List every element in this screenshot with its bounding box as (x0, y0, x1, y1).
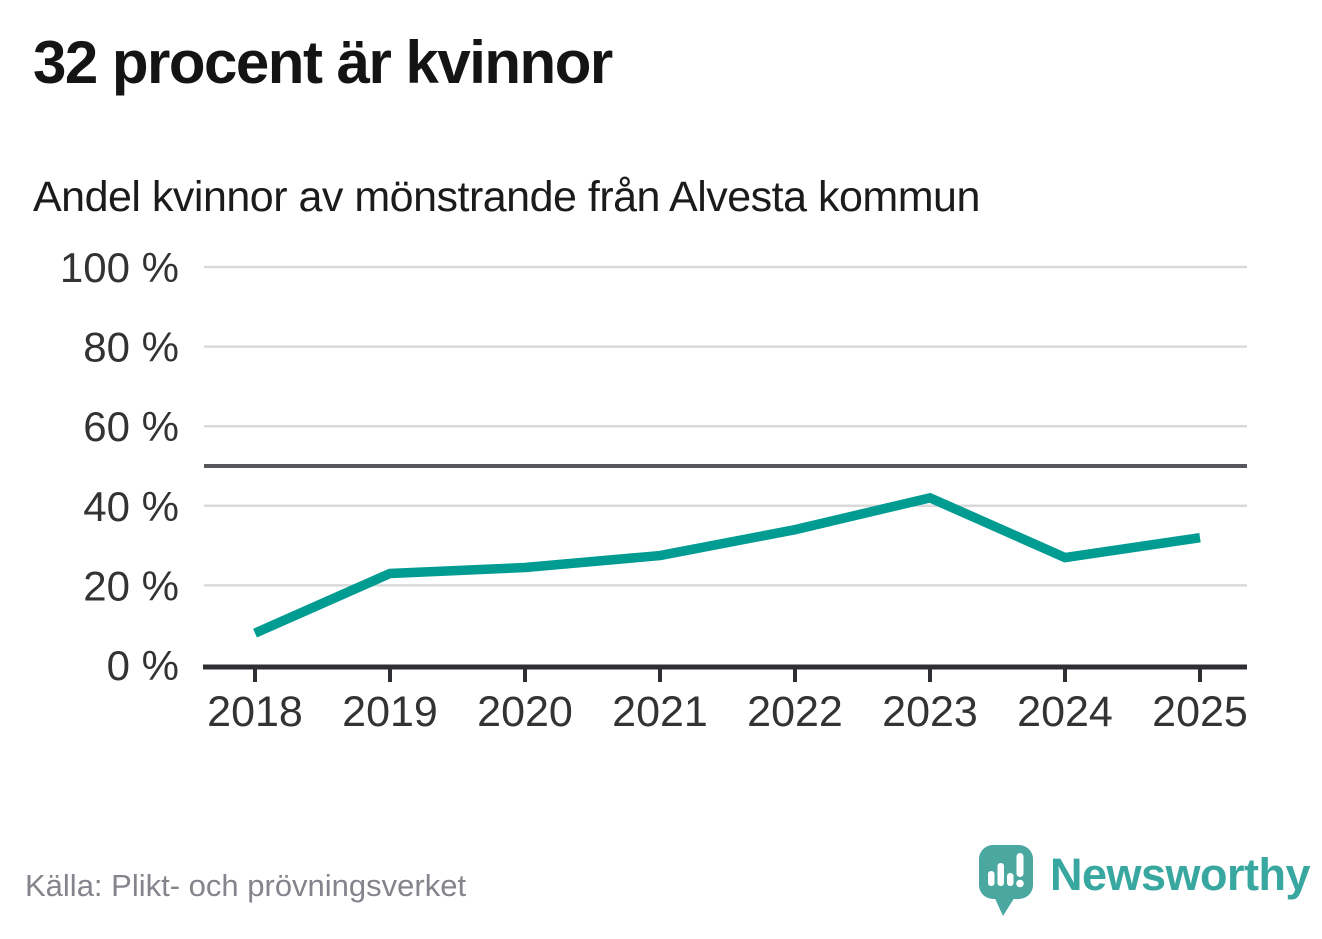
x-tick-label: 2020 (477, 688, 573, 736)
y-tick-label: 0 % (107, 642, 179, 689)
y-tick-label: 20 % (83, 562, 179, 609)
speech-bubble-icon (979, 845, 1033, 916)
x-tick-label: 2025 (1152, 688, 1248, 736)
x-tick-label: 2021 (612, 688, 708, 736)
x-tick-label: 2019 (342, 688, 438, 736)
x-tick-label: 2018 (207, 688, 303, 736)
chart-title: 32 procent är kvinnor (33, 29, 613, 96)
y-tick-label: 80 % (83, 324, 179, 371)
y-tick-label: 100 % (60, 244, 179, 291)
chart-subtitle: Andel kvinnor av mönstrande från Alvesta… (33, 173, 980, 221)
y-tick-label: 60 % (83, 403, 179, 450)
x-tick-label: 2022 (747, 688, 843, 736)
x-tick-label: 2023 (882, 688, 978, 736)
exclamation-icon (1016, 853, 1024, 888)
source-note: Källa: Plikt- och prövningsverket (25, 868, 467, 903)
newsworthy-logo-icon (979, 845, 1033, 916)
x-tick-label: 2024 (1017, 688, 1113, 736)
bar-chart-icon (988, 863, 1014, 886)
data-line (253, 492, 1201, 638)
y-tick-label: 40 % (83, 483, 179, 530)
newsworthy-logo-text: Newsworthy (1050, 849, 1311, 900)
newsworthy-logo: Newsworthy (978, 844, 1311, 920)
